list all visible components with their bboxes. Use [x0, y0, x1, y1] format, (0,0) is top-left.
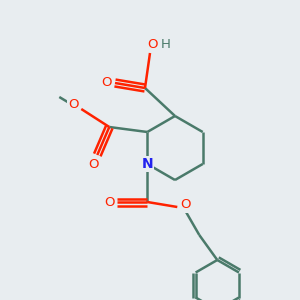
Text: O: O — [101, 76, 111, 89]
Text: O: O — [104, 196, 115, 208]
Text: O: O — [68, 98, 79, 110]
Text: O: O — [148, 38, 158, 50]
Text: O: O — [88, 158, 98, 170]
Text: O: O — [180, 199, 190, 212]
Text: H: H — [161, 38, 171, 50]
Text: N: N — [142, 157, 153, 171]
